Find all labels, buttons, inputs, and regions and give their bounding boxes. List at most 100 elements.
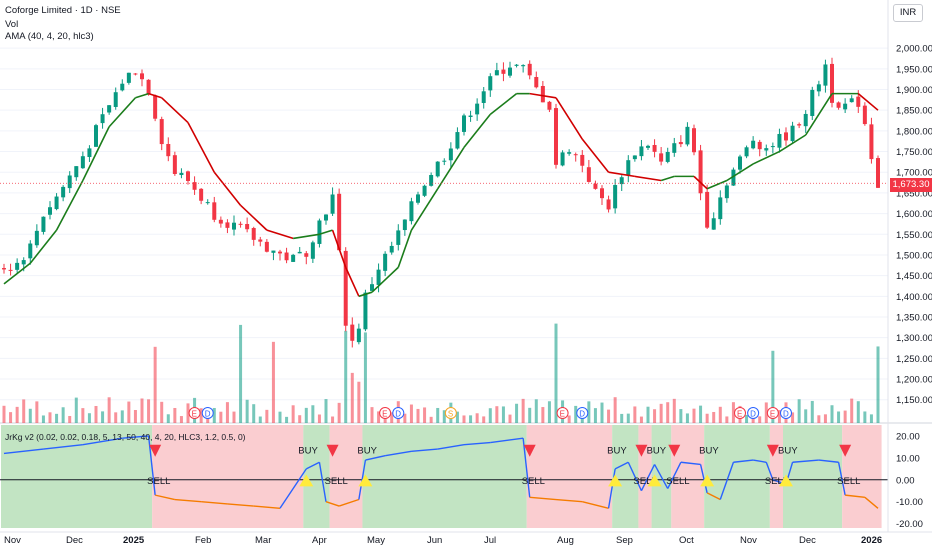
candle-body: [626, 160, 631, 176]
ama-line-segment: [857, 93, 879, 111]
ama-line-segment: [358, 291, 373, 298]
ama-line-segment: [693, 175, 708, 190]
volume-bar: [758, 416, 762, 423]
volume-bar: [160, 401, 164, 423]
ama-line-segment: [240, 204, 268, 231]
x-tick-label: Mar: [255, 535, 271, 546]
candle-body: [264, 241, 269, 252]
candle-body: [324, 214, 328, 221]
event-marker: [392, 407, 405, 419]
event-marker: [576, 407, 589, 419]
candle-body: [376, 269, 381, 285]
volume-bar: [173, 407, 177, 423]
ama-line-segment: [135, 92, 149, 99]
candle-body: [258, 239, 263, 242]
signal-region-red: [526, 425, 613, 528]
sell-label: SELL: [837, 476, 860, 487]
candle-body: [540, 85, 545, 103]
candle-body: [218, 219, 223, 224]
volume-bar: [515, 403, 519, 423]
candle-body: [146, 79, 151, 95]
event-marker-text: S: [448, 410, 453, 419]
volume-bar: [265, 409, 269, 423]
event-marker-text: D: [750, 410, 756, 419]
candle-body: [738, 156, 742, 170]
volume-bar: [850, 398, 854, 423]
oscillator-segment: [463, 441, 491, 446]
volume-bar: [620, 413, 624, 423]
volume-bar: [252, 404, 256, 423]
oscillator-label: JrKg v2 (0.02, 0.02, 0.18, 5, 13, 50, 40…: [5, 432, 246, 442]
volume-bar: [567, 415, 571, 423]
volume-bar: [653, 409, 657, 423]
signal-region-red: [152, 425, 304, 528]
x-tick-label: Jun: [427, 535, 442, 546]
oscillator-segment: [385, 450, 412, 457]
candle-body: [751, 140, 756, 149]
oscillator-segment: [680, 461, 701, 466]
y-tick-label: 1,250.00: [896, 354, 932, 365]
volume-bar: [48, 412, 52, 423]
oscillator-segment: [733, 459, 754, 463]
candle-body: [107, 105, 112, 113]
buy-label: BUY: [778, 445, 798, 456]
event-marker: [188, 407, 201, 419]
volume-bar: [810, 400, 814, 423]
oscillator-segment: [837, 462, 846, 496]
candle-body: [770, 146, 775, 148]
candle-body: [54, 196, 59, 210]
ama-line-segment: [344, 267, 360, 297]
candle-body: [41, 216, 46, 232]
volume-bar: [344, 330, 348, 423]
volume-bar: [291, 405, 295, 423]
volume-bar: [219, 411, 223, 423]
candle-body: [159, 119, 164, 145]
volume-bar: [22, 399, 26, 423]
volume-bar: [212, 407, 216, 423]
volume-bar: [659, 403, 663, 423]
oscillator-segment: [706, 492, 721, 501]
volume-bar: [403, 413, 407, 423]
candle-body: [120, 83, 125, 91]
event-marker: [201, 407, 214, 419]
candle-body: [521, 65, 526, 67]
buy-label: BUY: [607, 445, 627, 456]
candle-body: [632, 155, 637, 160]
volume-bar: [699, 405, 703, 423]
sell-label: SELL: [147, 476, 170, 487]
currency-button[interactable]: INR: [893, 4, 923, 22]
x-tick-label: Jul: [484, 535, 496, 546]
ama-line-segment: [489, 93, 518, 115]
candle-body: [67, 175, 72, 189]
signal-region-red: [842, 425, 882, 528]
candle-body: [665, 151, 670, 162]
signal-region-green: [303, 425, 330, 528]
volume-bar: [331, 416, 335, 423]
candle-body: [764, 148, 769, 151]
ama-line-segment: [779, 134, 807, 153]
ama-line-segment: [148, 92, 162, 99]
volume-bar: [232, 411, 236, 423]
osc-tick-label: 0.00: [896, 475, 915, 486]
ama-line-segment: [29, 229, 58, 264]
volume-bar: [436, 407, 440, 423]
volume-bar: [377, 411, 381, 423]
volume-bar: [199, 408, 203, 423]
candle-body: [330, 194, 335, 214]
volume-bar: [114, 412, 118, 423]
volume-bar: [94, 405, 98, 423]
volume-bar: [791, 412, 795, 423]
candle-body: [140, 73, 144, 80]
volume-bar: [777, 410, 781, 423]
volume-bar: [225, 402, 229, 423]
volume-bar: [876, 346, 880, 423]
volume-bar: [666, 402, 670, 423]
volume-bar: [107, 397, 111, 423]
candle-body: [126, 72, 131, 83]
volume-bar: [554, 323, 558, 423]
x-tick-label: Nov: [740, 535, 757, 546]
candle-body: [100, 114, 105, 124]
x-tick-label: 2026: [861, 535, 882, 546]
candle-body: [876, 158, 880, 188]
